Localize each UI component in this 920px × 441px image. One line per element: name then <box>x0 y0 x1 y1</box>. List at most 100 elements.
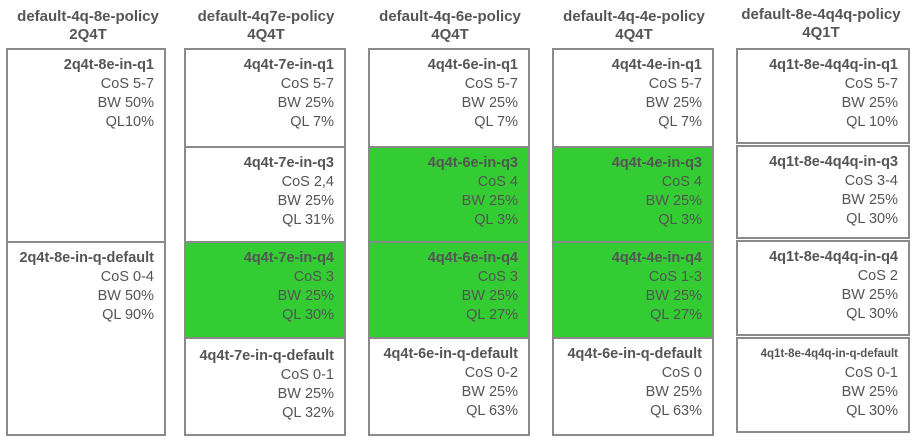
queue-name: 4q4t-4e-in-q3 <box>611 155 702 171</box>
queue-cos: CoS 0 <box>661 365 702 381</box>
queue-ql: QL 32% <box>282 405 334 421</box>
queue-ql: QL 7% <box>658 114 702 130</box>
policy-name: default-8e-4q4q-policy <box>741 6 901 23</box>
policy-type: 4Q4T <box>431 26 469 43</box>
queue-name: 4q1t-8e-4q4q-in-q4 <box>769 249 898 265</box>
queue-cos: CoS 5-7 <box>648 76 702 92</box>
queue-q1: 4q4t-6e-in-q1 CoS 5-7 BW 25% QL 7% <box>370 50 528 146</box>
queue-bw: BW 25% <box>461 384 518 400</box>
queue-default: 4q4t-6e-in-q-default CoS 0 BW 25% QL 63% <box>554 339 712 434</box>
policy-frame: 2q4t-8e-in-q1 CoS 5-7 BW 50% QL10% 2q4t-… <box>6 48 166 436</box>
queue-name: 4q4t-7e-in-q3 <box>243 155 334 171</box>
queue-cos: CoS 3 <box>477 269 518 285</box>
queue-name: 4q4t-4e-in-q4 <box>611 250 702 266</box>
queue-q1: 4q4t-4e-in-q1 CoS 5-7 BW 25% QL 7% <box>554 50 712 146</box>
policy-type: 2Q4T <box>69 26 107 43</box>
queue-name: 4q1t-8e-4q4q-in-q-default <box>760 348 898 360</box>
queue-bw: BW 25% <box>461 193 518 209</box>
queue-box-q1: 4q1t-8e-4q4q-in-q1 CoS 5-7 BW 25% QL 10% <box>736 48 910 144</box>
queue-bw: BW 25% <box>645 193 702 209</box>
policy-title: default-4q7e-policy 4Q4T <box>178 8 354 44</box>
queue-name: 4q4t-6e-in-q1 <box>427 57 518 73</box>
policy-name: default-4q-4e-policy <box>563 8 705 25</box>
policy-title: default-4q-4e-policy 4Q4T <box>546 8 722 44</box>
queue-cos: CoS 0-1 <box>280 367 334 383</box>
queue-ql: QL10% <box>105 114 154 130</box>
queue-bw: BW 50% <box>97 288 154 304</box>
queue-divider <box>8 241 164 243</box>
queue-q3: 4q1t-8e-4q4q-in-q3 CoS 3-4 BW 25% QL 30% <box>738 147 908 237</box>
queue-bw: BW 25% <box>645 288 702 304</box>
queue-cos: CoS 2 <box>857 268 898 284</box>
queue-default: 4q4t-6e-in-q-default CoS 0-2 BW 25% QL 6… <box>370 339 528 434</box>
queue-ql: QL 30% <box>846 403 898 419</box>
queue-q4: 4q4t-7e-in-q4 CoS 3 BW 25% QL 30% <box>186 243 344 337</box>
queue-bw: BW 25% <box>461 95 518 111</box>
queue-ql: QL 90% <box>102 307 154 323</box>
queue-q1: 4q4t-7e-in-q1 CoS 5-7 BW 25% QL 7% <box>186 50 344 146</box>
queue-default: 4q1t-8e-4q4q-in-q-default CoS 0-1 BW 25%… <box>738 339 908 431</box>
policy-name: default-4q-6e-policy <box>379 8 521 25</box>
policy-title: default-4q-8e-policy 2Q4T <box>0 8 176 44</box>
queue-divider <box>554 241 712 243</box>
queue-ql: QL 63% <box>466 403 518 419</box>
queue-cos: CoS 1-3 <box>648 269 702 285</box>
queue-name: 4q4t-6e-in-q-default <box>383 346 518 362</box>
queue-ql: QL 30% <box>282 307 334 323</box>
queue-cos: CoS 5-7 <box>464 76 518 92</box>
queue-name: 4q4t-7e-in-q4 <box>243 250 334 266</box>
policy-type: 4Q4T <box>247 26 285 43</box>
policy-name: default-4q7e-policy <box>197 8 335 25</box>
queue-q3: 4q4t-6e-in-q3 CoS 4 BW 25% QL 3% <box>370 148 528 241</box>
queue-name: 4q4t-7e-in-q1 <box>243 57 334 73</box>
queue-divider <box>554 146 712 148</box>
queue-default: 2q4t-8e-in-q-default CoS 0-4 BW 50% QL 9… <box>8 249 164 434</box>
queue-ql: QL 30% <box>846 211 898 227</box>
queue-divider <box>554 337 712 339</box>
queue-ql: QL 7% <box>290 114 334 130</box>
queue-cos: CoS 5-7 <box>844 76 898 92</box>
queue-bw: BW 25% <box>277 95 334 111</box>
queue-bw: BW 25% <box>645 95 702 111</box>
policy-type: 4Q4T <box>615 26 653 43</box>
queue-bw: BW 25% <box>277 288 334 304</box>
queue-cos: CoS 0-1 <box>844 365 898 381</box>
queue-ql: QL 27% <box>650 307 702 323</box>
queue-bw: BW 25% <box>841 95 898 111</box>
queue-bw: BW 25% <box>645 384 702 400</box>
policy-type: 4Q1T <box>802 24 840 41</box>
queue-ql: QL 27% <box>466 307 518 323</box>
queue-bw: BW 25% <box>461 288 518 304</box>
queue-box-default: 4q1t-8e-4q4q-in-q-default CoS 0-1 BW 25%… <box>736 337 910 433</box>
queue-box-q4: 4q1t-8e-4q4q-in-q4 CoS 2 BW 25% QL 30% <box>736 240 910 336</box>
queue-divider <box>186 241 344 243</box>
queue-q3: 4q4t-7e-in-q3 CoS 2,4 BW 25% QL 31% <box>186 148 344 241</box>
queue-bw: BW 25% <box>841 192 898 208</box>
queue-q1: 2q4t-8e-in-q1 CoS 5-7 BW 50% QL10% <box>8 56 164 242</box>
queue-bw: BW 25% <box>841 287 898 303</box>
queue-q3: 4q4t-4e-in-q3 CoS 4 BW 25% QL 3% <box>554 148 712 241</box>
queue-cos: CoS 2,4 <box>281 174 334 190</box>
policy-title: default-4q-6e-policy 4Q4T <box>362 8 538 44</box>
queue-divider <box>370 146 528 148</box>
queue-box-q3: 4q1t-8e-4q4q-in-q3 CoS 3-4 BW 25% QL 30% <box>736 145 910 239</box>
queue-name: 4q4t-7e-in-q-default <box>199 348 334 364</box>
queue-q4: 4q4t-4e-in-q4 CoS 1-3 BW 25% QL 27% <box>554 243 712 337</box>
queue-cos: CoS 3-4 <box>844 173 898 189</box>
policy-frame: 4q4t-4e-in-q1 CoS 5-7 BW 25% QL 7% 4q4t-… <box>552 48 714 436</box>
queue-cos: CoS 4 <box>477 174 518 190</box>
queue-cos: CoS 5-7 <box>100 76 154 92</box>
queue-cos: CoS 3 <box>293 269 334 285</box>
policy-frame: 4q4t-7e-in-q1 CoS 5-7 BW 25% QL 7% 4q4t-… <box>184 48 346 436</box>
queue-name: 2q4t-8e-in-q-default <box>19 250 154 266</box>
queue-name: 4q1t-8e-4q4q-in-q1 <box>769 57 898 73</box>
queue-ql: QL 3% <box>658 212 702 228</box>
queue-divider <box>370 337 528 339</box>
queue-default: 4q4t-7e-in-q-default CoS 0-1 BW 25% QL 3… <box>186 339 344 434</box>
policy-title: default-8e-4q4q-policy 4Q1T <box>728 6 914 42</box>
queue-bw: BW 50% <box>97 95 154 111</box>
queue-cos: CoS 0-4 <box>100 269 154 285</box>
queue-ql: QL 30% <box>846 306 898 322</box>
queue-divider <box>186 146 344 148</box>
policy-name: default-4q-8e-policy <box>17 8 159 25</box>
